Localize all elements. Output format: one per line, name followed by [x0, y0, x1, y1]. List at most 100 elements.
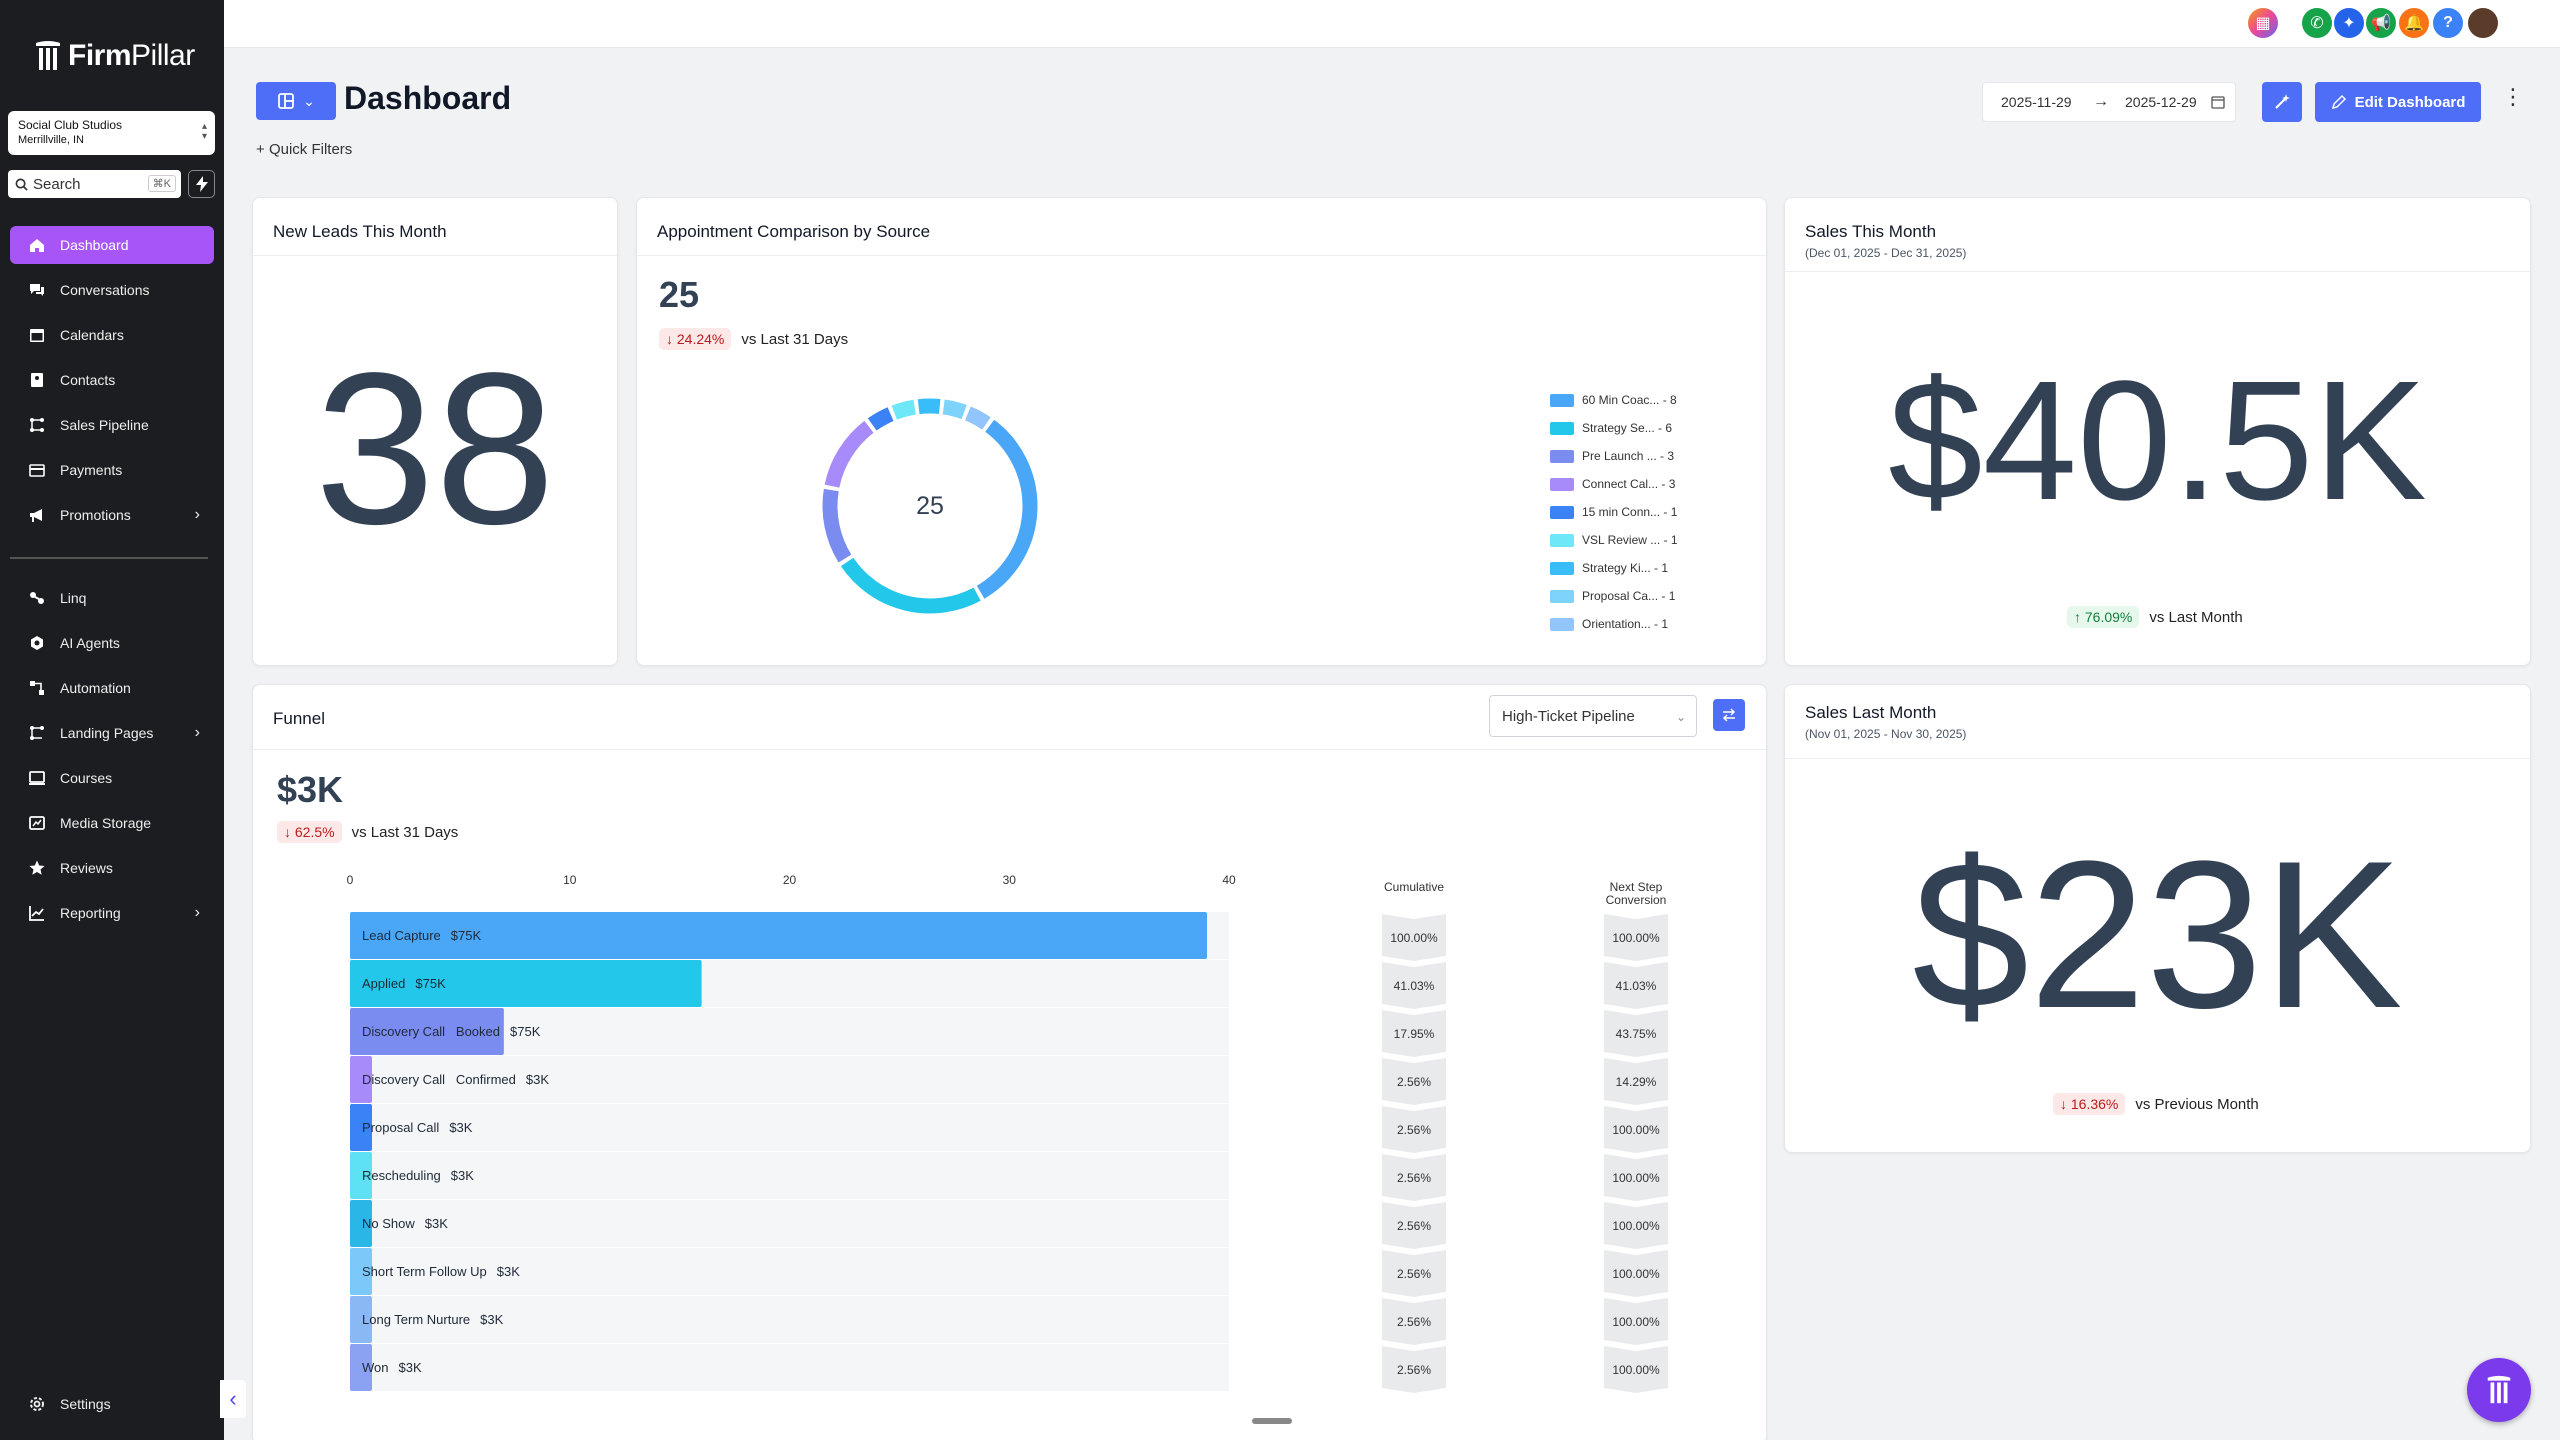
sidebar-item-courses[interactable]: Courses	[10, 759, 214, 797]
magic-wand-icon[interactable]: ✦	[2334, 8, 2364, 38]
legend-item[interactable]: Orientation... - 1	[1550, 610, 1678, 638]
funnel-bar[interactable]	[350, 1296, 372, 1343]
legend-item[interactable]: Strategy Se... - 6	[1550, 414, 1678, 442]
funnel-stage-amount: $75K	[451, 928, 482, 943]
scroll-handle[interactable]	[1252, 1418, 1292, 1424]
funnel-bar[interactable]	[350, 1152, 372, 1199]
apps-grid-icon[interactable]: ▦	[2248, 8, 2278, 38]
bell-icon[interactable]: 🔔	[2399, 8, 2429, 38]
more-options-icon[interactable]: ⋮	[2502, 84, 2524, 109]
funnel-stage-label: Discovery Call Booked	[362, 1024, 500, 1039]
donut-slice[interactable]	[891, 399, 916, 420]
sidebar-item-reporting[interactable]: Reporting ›	[10, 894, 214, 932]
legend-item[interactable]: Strategy Ki... - 1	[1550, 554, 1678, 582]
sidebar-item-label: Reviews	[60, 860, 113, 876]
funnel-stage-label: Proposal Call	[362, 1120, 439, 1135]
pipeline-select[interactable]: High-Ticket Pipeline ⌄	[1489, 695, 1697, 737]
sidebar-item-conversations[interactable]: Conversations	[10, 271, 214, 309]
donut-slice[interactable]	[964, 406, 991, 430]
phone-icon[interactable]: ✆	[2302, 8, 2332, 38]
avatar[interactable]	[2468, 8, 2498, 38]
donut-slice[interactable]	[840, 557, 981, 614]
collapse-sidebar-button[interactable]: ‹	[220, 1380, 246, 1418]
compare-label: vs Previous Month	[2135, 1095, 2259, 1113]
monitor-icon	[29, 771, 45, 785]
donut-slice[interactable]	[824, 420, 874, 488]
sidebar-item-automation[interactable]: Automation	[10, 669, 214, 707]
ai-assist-button[interactable]	[2262, 82, 2302, 122]
top-bar: ▦ ✆ ✦ 📢 🔔 ?	[224, 0, 2560, 48]
legend-item[interactable]: Proposal Ca... - 1	[1550, 582, 1678, 610]
location-switcher[interactable]: Social Club Studios Merrillville, IN ▴ ▾	[8, 111, 215, 155]
donut-slice[interactable]	[822, 488, 852, 563]
donut-legend: 60 Min Coac... - 8 Strategy Se... - 6 Pre …	[1550, 386, 1678, 638]
dashboard-switcher-button[interactable]: ⌄	[256, 82, 336, 120]
quick-filters-button[interactable]: + Quick Filters	[256, 141, 352, 158]
legend-swatch	[1550, 589, 1574, 603]
sidebar-item-promotions[interactable]: Promotions ›	[10, 496, 214, 534]
funnel-stage-amount: $3K	[399, 1360, 422, 1375]
search-input[interactable]: Search ⌘K	[8, 170, 181, 198]
funnel-settings-button[interactable]	[1713, 699, 1745, 731]
help-icon[interactable]: ?	[2433, 8, 2463, 38]
legend-item[interactable]: Pre Launch ... - 3	[1550, 442, 1678, 470]
donut-slice[interactable]	[942, 399, 967, 420]
x-tick-label: 20	[783, 873, 797, 887]
funnel-bar[interactable]	[350, 1200, 372, 1247]
megaphone-icon[interactable]: 📢	[2366, 8, 2396, 38]
next-step-chevron	[1604, 1106, 1668, 1153]
sidebar-item-landing-pages[interactable]: Landing Pages ›	[10, 714, 214, 752]
sidebar-item-label: Settings	[60, 1396, 111, 1412]
legend-item[interactable]: VSL Review ... - 1	[1550, 526, 1678, 554]
legend-item[interactable]: Connect Cal... - 3	[1550, 470, 1678, 498]
next-step-chevron	[1604, 1346, 1668, 1393]
quick-action-button[interactable]	[188, 170, 215, 198]
donut-slice[interactable]	[917, 398, 941, 415]
next-step-value: 100.00%	[1612, 1315, 1660, 1329]
funnel-bar[interactable]	[350, 912, 1208, 959]
x-tick-label: 30	[1003, 873, 1017, 887]
sidebar-item-reviews[interactable]: Reviews	[10, 849, 214, 887]
sidebar-item-sales-pipeline[interactable]: Sales Pipeline	[10, 406, 214, 444]
contact-icon	[31, 373, 43, 387]
funnel-bar[interactable]	[350, 1008, 504, 1055]
assistant-launcher-button[interactable]	[2467, 1358, 2531, 1422]
funnel-total: $3K	[277, 769, 344, 810]
funnel-bar[interactable]	[350, 1104, 372, 1151]
sidebar-item-dashboard[interactable]: Dashboard	[10, 226, 214, 264]
next-step-value: 100.00%	[1612, 931, 1660, 945]
sidebar-item-payments[interactable]: Payments	[10, 451, 214, 489]
funnel-stage-label: Long Term Nurture	[362, 1312, 470, 1327]
funnel-stage-label: Lead Capture	[362, 928, 441, 943]
sidebar-item-contacts[interactable]: Contacts	[10, 361, 214, 399]
date-range-picker[interactable]: 2025-11-29 → 2025-12-29	[1982, 82, 2236, 122]
funnel-bar[interactable]	[350, 960, 702, 1007]
sidebar-item-label: AI Agents	[60, 635, 120, 651]
cumulative-chevron	[1382, 1250, 1446, 1297]
sidebar-item-label: Calendars	[60, 327, 124, 343]
funnel-bar[interactable]	[350, 1344, 372, 1391]
sidebar-item-linq[interactable]: Linq	[10, 579, 214, 617]
pillar-logo-icon	[36, 41, 60, 70]
next-step-value: 100.00%	[1612, 1123, 1660, 1137]
donut-slice[interactable]	[867, 407, 894, 431]
sidebar-item-ai-agents[interactable]: AI Agents	[10, 624, 214, 662]
legend-item[interactable]: 60 Min Coac... - 8	[1550, 386, 1678, 414]
firmpillar-logo[interactable]: FirmPillar	[34, 36, 195, 76]
next-step-chevron	[1604, 1010, 1668, 1057]
legend-item[interactable]: 15 min Conn... - 1	[1550, 498, 1678, 526]
arrow-right-icon: →	[2093, 93, 2109, 110]
funnel-bar[interactable]	[350, 1248, 372, 1295]
donut-slice[interactable]	[976, 419, 1038, 599]
sidebar-item-media-storage[interactable]: Media Storage	[10, 804, 214, 842]
legend-label: Orientation... - 1	[1582, 617, 1669, 631]
next-step-value: 100.00%	[1612, 1171, 1660, 1185]
cumulative-value: 17.95%	[1394, 1027, 1435, 1041]
card-title: Sales This Month	[1805, 222, 1937, 241]
edit-dashboard-button[interactable]: Edit Dashboard	[2315, 82, 2481, 122]
sidebar-item-calendars[interactable]: Calendars	[10, 316, 214, 354]
sidebar-item-settings[interactable]: Settings	[10, 1385, 214, 1423]
compare-label: vs Last 31 Days	[351, 823, 459, 841]
sidebar-item-label: Linq	[60, 590, 87, 606]
funnel-bar[interactable]	[350, 1056, 372, 1103]
